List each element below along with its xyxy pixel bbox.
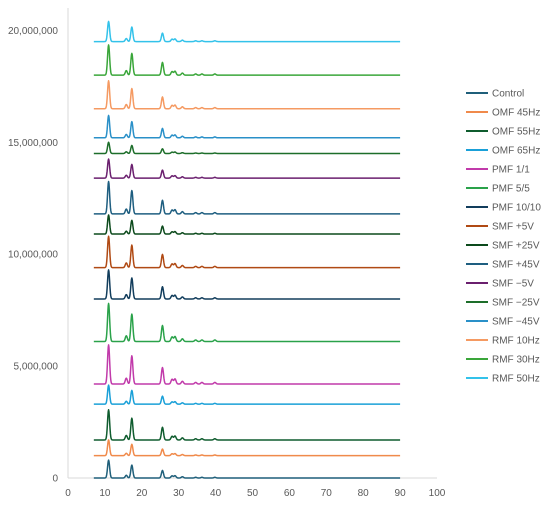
x-tick-label: 10: [99, 488, 111, 499]
y-tick-label: 20,000,000: [8, 26, 58, 37]
y-axis-ticks: 0 5,000,000 10,000,000 15,000,000 20,000,000: [8, 26, 59, 485]
legend-label: PMF 1/1: [492, 165, 530, 176]
legend: Control OMF 45Hz OMF 55Hz OMF 65Hz PMF 1/1 PM…: [466, 89, 541, 385]
series-line-11: [93, 141, 401, 155]
legend-label: OMF 55Hz: [492, 127, 540, 138]
series-line-7: [93, 235, 401, 269]
axes: [67, 8, 437, 479]
y-tick-label: 10,000,000: [8, 250, 58, 261]
series-line-9: [93, 180, 401, 215]
series-line-13: [93, 79, 401, 110]
series-line-8: [93, 214, 401, 235]
legend-label: Control: [492, 89, 524, 100]
x-tick-label: 80: [358, 488, 370, 499]
legend-label: SMF −5V: [492, 279, 534, 290]
legend-label: RMF 30Hz: [492, 355, 540, 366]
legend-label: RMF 10Hz: [492, 336, 540, 347]
y-tick-label: 0: [52, 474, 58, 485]
legend-label: SMF +45V: [492, 260, 540, 271]
series-line-0: [93, 459, 401, 479]
x-tick-label: 50: [247, 488, 259, 499]
x-tick-label: 60: [284, 488, 296, 499]
legend-label: PMF 5/5: [492, 184, 530, 195]
y-tick-label: 15,000,000: [8, 138, 58, 149]
series-line-5: [93, 302, 401, 343]
series-line-2: [93, 408, 401, 441]
series-line-3: [93, 384, 401, 405]
legend-label: SMF −25V: [492, 298, 540, 309]
x-tick-label: 90: [395, 488, 407, 499]
series-line-12: [93, 114, 401, 139]
series-line-6: [93, 269, 401, 300]
series-line-10: [93, 158, 401, 179]
legend-label: SMF −45V: [492, 317, 540, 328]
y-tick-label: 5,000,000: [14, 362, 59, 373]
series-line-14: [93, 44, 401, 76]
series-line-4: [93, 344, 401, 385]
x-tick-label: 100: [429, 488, 446, 499]
legend-label: OMF 45Hz: [492, 108, 540, 119]
series-line-15: [93, 20, 401, 43]
legend-label: PMF 10/10: [492, 203, 541, 214]
x-tick-label: 70: [321, 488, 333, 499]
x-tick-label: 20: [136, 488, 148, 499]
legend-label: RMF 50Hz: [492, 374, 540, 385]
series-line-1: [93, 439, 401, 457]
legend-label: SMF +5V: [492, 222, 534, 233]
x-axis-ticks: 0 10 20 30 40 50 60 70 80 90 100: [65, 488, 446, 499]
x-tick-label: 30: [173, 488, 185, 499]
legend-label: OMF 65Hz: [492, 146, 540, 157]
x-tick-label: 0: [65, 488, 71, 499]
x-tick-label: 40: [210, 488, 222, 499]
series-lines: [93, 20, 401, 479]
legend-label: SMF +25V: [492, 241, 540, 252]
